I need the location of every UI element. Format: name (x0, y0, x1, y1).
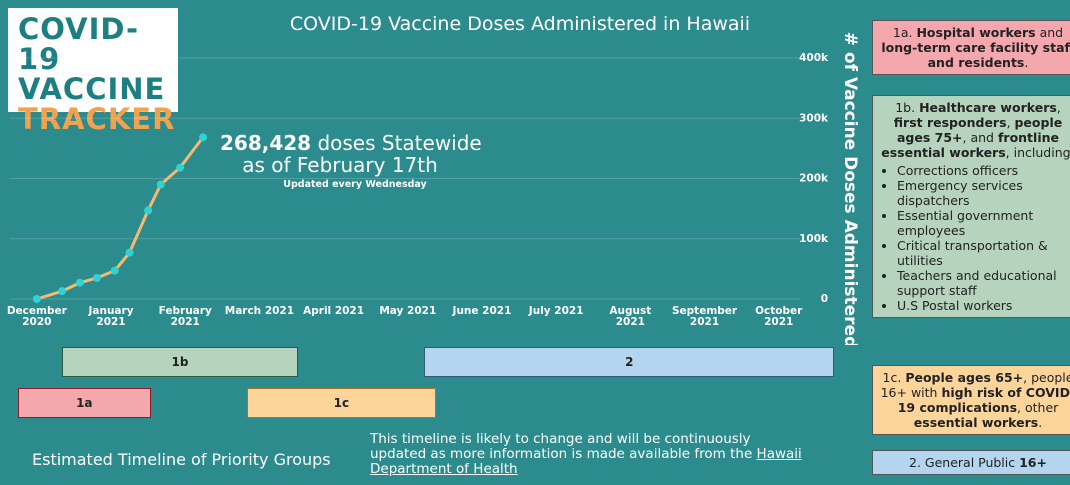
y-tick-label: 300k (799, 112, 829, 124)
group-segment: people ages 75+ (897, 115, 1063, 145)
group-segment: 16+ (1019, 455, 1047, 470)
x-tick-label: May 2021 (379, 305, 437, 317)
group-segment: high risk of COVID-19 complications (897, 385, 1070, 415)
x-tick-label: December 2020 (6, 305, 67, 328)
group-segment: first responders (893, 115, 1007, 130)
group-segment: . (1038, 415, 1043, 430)
note-link[interactable]: Hawaii Department of Health (370, 446, 802, 477)
group-box: 2. General Public 16+ (872, 450, 1070, 475)
phase-label: 1b (171, 355, 189, 369)
phase-bar: 2 (424, 347, 835, 377)
y-axis-label: # of Vaccine Doses Administered (840, 32, 860, 345)
y-tick-label: 0 (821, 293, 828, 305)
data-point (156, 180, 165, 189)
phase-label: 2 (625, 355, 634, 369)
group-list: Corrections officersEmergency services d… (879, 163, 1070, 313)
group-segment: 1b. (895, 100, 920, 115)
group-text: 1c. People ages 65+, people 16+ with hig… (879, 370, 1070, 430)
timeline-note: This timeline is likely to change and wi… (370, 432, 810, 477)
group-segment: , other (1017, 400, 1059, 415)
group-item: U.S Postal workers (897, 298, 1070, 313)
x-tick-label: January 2021 (88, 305, 134, 328)
group-segment: essential workers (913, 415, 1039, 430)
group-box: 1c. People ages 65+, people 16+ with hig… (872, 365, 1070, 435)
y-tick-label: 100k (799, 233, 829, 245)
data-point (92, 273, 101, 282)
group-box: 1b. Healthcare workers, first responders… (872, 95, 1070, 318)
group-segment: , (1056, 100, 1061, 115)
phase-bar: 1a (17, 388, 152, 418)
annotation: 268,428 doses Statewide (220, 131, 482, 155)
group-text: 1b. Healthcare workers, first responders… (879, 100, 1070, 160)
data-point (125, 248, 134, 257)
data-point (199, 133, 208, 142)
group-segment: , and (962, 130, 998, 145)
data-line (36, 136, 205, 301)
group-item: Corrections officers (897, 163, 1070, 178)
group-segment: , including: (1005, 145, 1070, 160)
group-segment: 2. General Public (909, 455, 1020, 470)
group-segment: long-term care facility staff and reside… (881, 40, 1070, 70)
group-item: Essential government employees (897, 208, 1070, 238)
data-point (176, 163, 185, 172)
x-tick-label: June 2021 (452, 305, 512, 317)
group-segment: and (1035, 25, 1064, 40)
data-point (144, 206, 153, 215)
data-point (58, 287, 67, 296)
logo-line: TRACKER (18, 102, 176, 136)
chart: COVID-19 Vaccine Doses Administered in H… (10, 13, 860, 345)
y-tick-label: 200k (799, 173, 829, 185)
headline-text: doses Statewide (311, 131, 482, 155)
data-point (110, 266, 119, 275)
chart-title: COVID-19 Vaccine Doses Administered in H… (290, 13, 750, 35)
headline-value: 268,428 (220, 131, 311, 155)
timeline-title: Estimated Timeline of Priority Groups (32, 450, 331, 469)
x-tick-label: February 2021 (158, 305, 212, 328)
x-tick-label: October 2021 (755, 305, 803, 328)
group-segment: , people 16+ with (880, 370, 1070, 400)
group-segment: Hospital workers (916, 25, 1036, 40)
group-segment: frontline essential workers (881, 130, 1059, 160)
annotation-date: as of February 17th (242, 153, 438, 177)
x-tick-label: March 2021 (224, 305, 295, 317)
group-box: 1a. Hospital workers and long-term care … (872, 20, 1070, 75)
y-tick-label: 400k (799, 52, 829, 64)
data-point (75, 278, 84, 287)
group-item: Teachers and educational support staff (897, 268, 1070, 298)
group-text: 1a. Hospital workers and long-term care … (879, 25, 1070, 70)
group-segment: . (1024, 55, 1029, 70)
group-segment: People ages 65+ (905, 370, 1024, 385)
group-segment: 1a. (892, 25, 917, 40)
x-tick-label: April 2021 (303, 305, 365, 317)
x-tick-label: August 2021 (609, 305, 652, 328)
data-point (32, 295, 41, 303)
group-item: Critical transportation & utilities (897, 238, 1070, 268)
logo-line: VACCINE (18, 72, 166, 106)
x-tick-label: September 2021 (671, 305, 738, 328)
logo: COVID-19 VACCINE TRACKER (8, 8, 178, 134)
group-segment: Healthcare workers (919, 100, 1057, 115)
group-item: Emergency services dispatchers (897, 178, 1070, 208)
logo-line: COVID-19 (18, 12, 140, 76)
phase-bar: 1c (246, 388, 436, 418)
phase-label: 1c (333, 396, 350, 410)
group-segment: 1c. (882, 370, 906, 385)
x-tick-label: July 2021 (528, 305, 584, 317)
phase-label: 1a (76, 396, 93, 410)
phase-bar: 1b (62, 347, 298, 377)
note-text: This timeline is likely to change and wi… (370, 431, 757, 462)
annotation-note: Updated every Wednesday (283, 179, 427, 190)
group-segment: , (1006, 115, 1015, 130)
group-text: 2. General Public 16+ (879, 455, 1070, 470)
